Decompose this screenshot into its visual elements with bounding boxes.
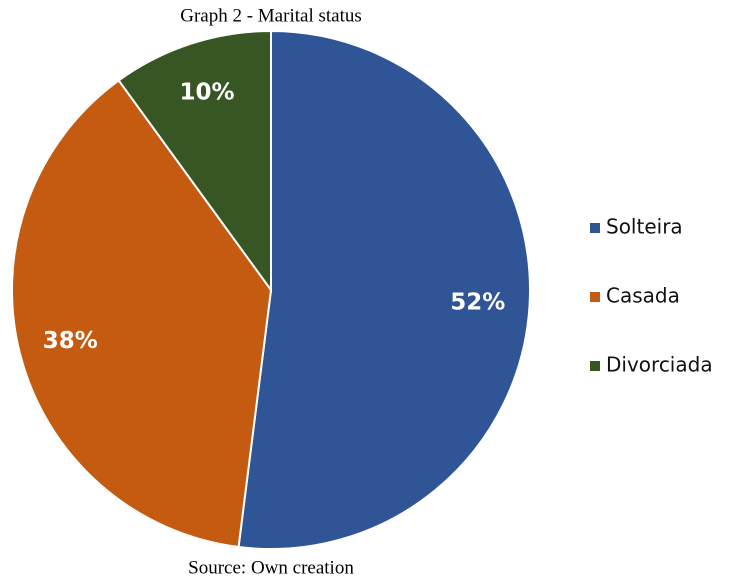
legend-swatch — [590, 223, 600, 233]
pie-slice — [237, 29, 531, 550]
pie-slice — [117, 29, 272, 294]
legend-swatch — [590, 292, 600, 302]
chart-title: Graph 2 - Marital status — [180, 5, 362, 26]
legend-label: Solteira — [606, 215, 683, 239]
data-label: 38% — [43, 328, 98, 354]
legend-label: Divorciada — [606, 353, 713, 377]
legend-swatch — [590, 361, 600, 371]
source: Source: Own creation — [188, 557, 354, 578]
pie-slice — [11, 79, 273, 549]
data-label: 52% — [450, 290, 505, 316]
legend-label: Casada — [606, 284, 680, 308]
data-label: 10% — [179, 79, 234, 105]
